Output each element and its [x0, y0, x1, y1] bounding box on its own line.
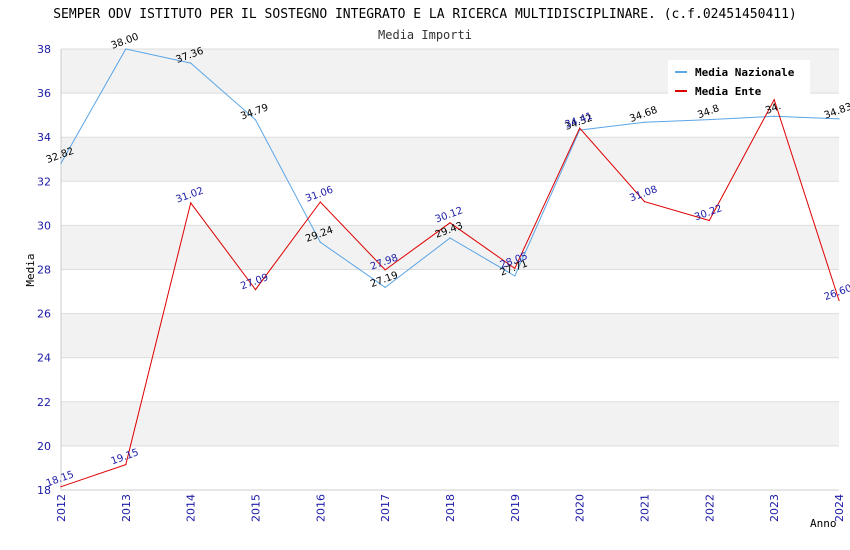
y-axis-ticks: 18 20 22 24 26 28 30 32 34 36 38	[37, 43, 51, 497]
data-point	[190, 202, 192, 204]
y-tick-label: 22	[37, 396, 51, 409]
x-axis-label: Anno	[810, 517, 837, 530]
y-tick-label: 26	[37, 308, 51, 321]
data-point	[60, 162, 62, 164]
series-lines	[60, 48, 840, 488]
chart-subtitle: Media Importi	[378, 28, 472, 42]
chart-title: SEMPER ODV ISTITUTO PER IL SOSTEGNO INTE…	[53, 7, 797, 22]
grid-lines	[60, 48, 839, 491]
x-tick-label: 2024	[833, 494, 846, 522]
grid-band	[61, 225, 839, 270]
x-tick-label: 2012	[55, 494, 68, 522]
data-point	[838, 299, 840, 301]
x-tick-label: 2017	[379, 494, 392, 522]
legend: Media Nazionale Media Ente	[668, 60, 810, 98]
grid-band	[61, 93, 839, 138]
grid-bands	[61, 49, 839, 490]
data-point	[125, 464, 127, 466]
data-point	[838, 118, 840, 120]
y-tick-label: 28	[37, 264, 51, 277]
data-point	[319, 241, 321, 243]
y-tick-label: 38	[37, 43, 51, 56]
y-tick-label: 20	[37, 440, 51, 453]
data-point	[384, 286, 386, 288]
x-axis-ticks: 2012 2013 2014 2015 2016 2017 2018 2019 2020 2021…	[55, 494, 846, 522]
data-point	[643, 121, 646, 123]
y-tick-label: 18	[37, 484, 51, 497]
data-point	[449, 222, 451, 224]
y-tick-label: 24	[37, 352, 51, 365]
legend-box	[668, 60, 810, 98]
data-point	[514, 267, 516, 269]
x-tick-label: 2016	[314, 494, 327, 522]
x-tick-label: 2013	[120, 494, 133, 522]
x-tick-label: 2021	[639, 494, 652, 522]
data-point	[384, 269, 386, 271]
data-point	[60, 486, 62, 488]
grid-band	[61, 269, 839, 314]
data-point	[125, 48, 127, 50]
x-tick-label: 2023	[768, 494, 781, 522]
data-point	[514, 275, 516, 277]
data-point	[449, 237, 451, 239]
data-point	[579, 127, 581, 129]
y-tick-label: 32	[37, 175, 51, 188]
x-tick-label: 2019	[509, 494, 522, 522]
x-tick-label: 2014	[185, 494, 198, 522]
data-point	[319, 201, 321, 203]
data-point	[643, 200, 646, 203]
y-tick-label: 34	[37, 131, 51, 144]
data-point	[254, 119, 257, 121]
y-tick-label: 30	[37, 219, 51, 232]
x-tick-label: 2018	[444, 494, 457, 522]
grid-band	[61, 313, 839, 358]
y-axis-label: Media	[24, 253, 37, 286]
data-point	[773, 99, 775, 101]
grid-band	[61, 357, 839, 402]
data-point	[254, 288, 257, 291]
x-tick-label: 2015	[250, 494, 263, 522]
grid-band	[61, 445, 839, 490]
legend-entry: Media Nazionale	[695, 66, 795, 79]
data-point	[708, 118, 710, 121]
y-tick-label: 36	[37, 87, 51, 100]
data-point	[708, 219, 710, 222]
grid-band	[61, 137, 839, 182]
data-point	[773, 115, 775, 117]
legend-entry: Media Ente	[695, 85, 762, 98]
data-label: 34.	[764, 101, 783, 117]
data-point	[190, 62, 192, 64]
x-tick-label: 2022	[703, 494, 716, 522]
x-tick-label: 2020	[574, 494, 587, 522]
grid-band	[61, 401, 839, 446]
